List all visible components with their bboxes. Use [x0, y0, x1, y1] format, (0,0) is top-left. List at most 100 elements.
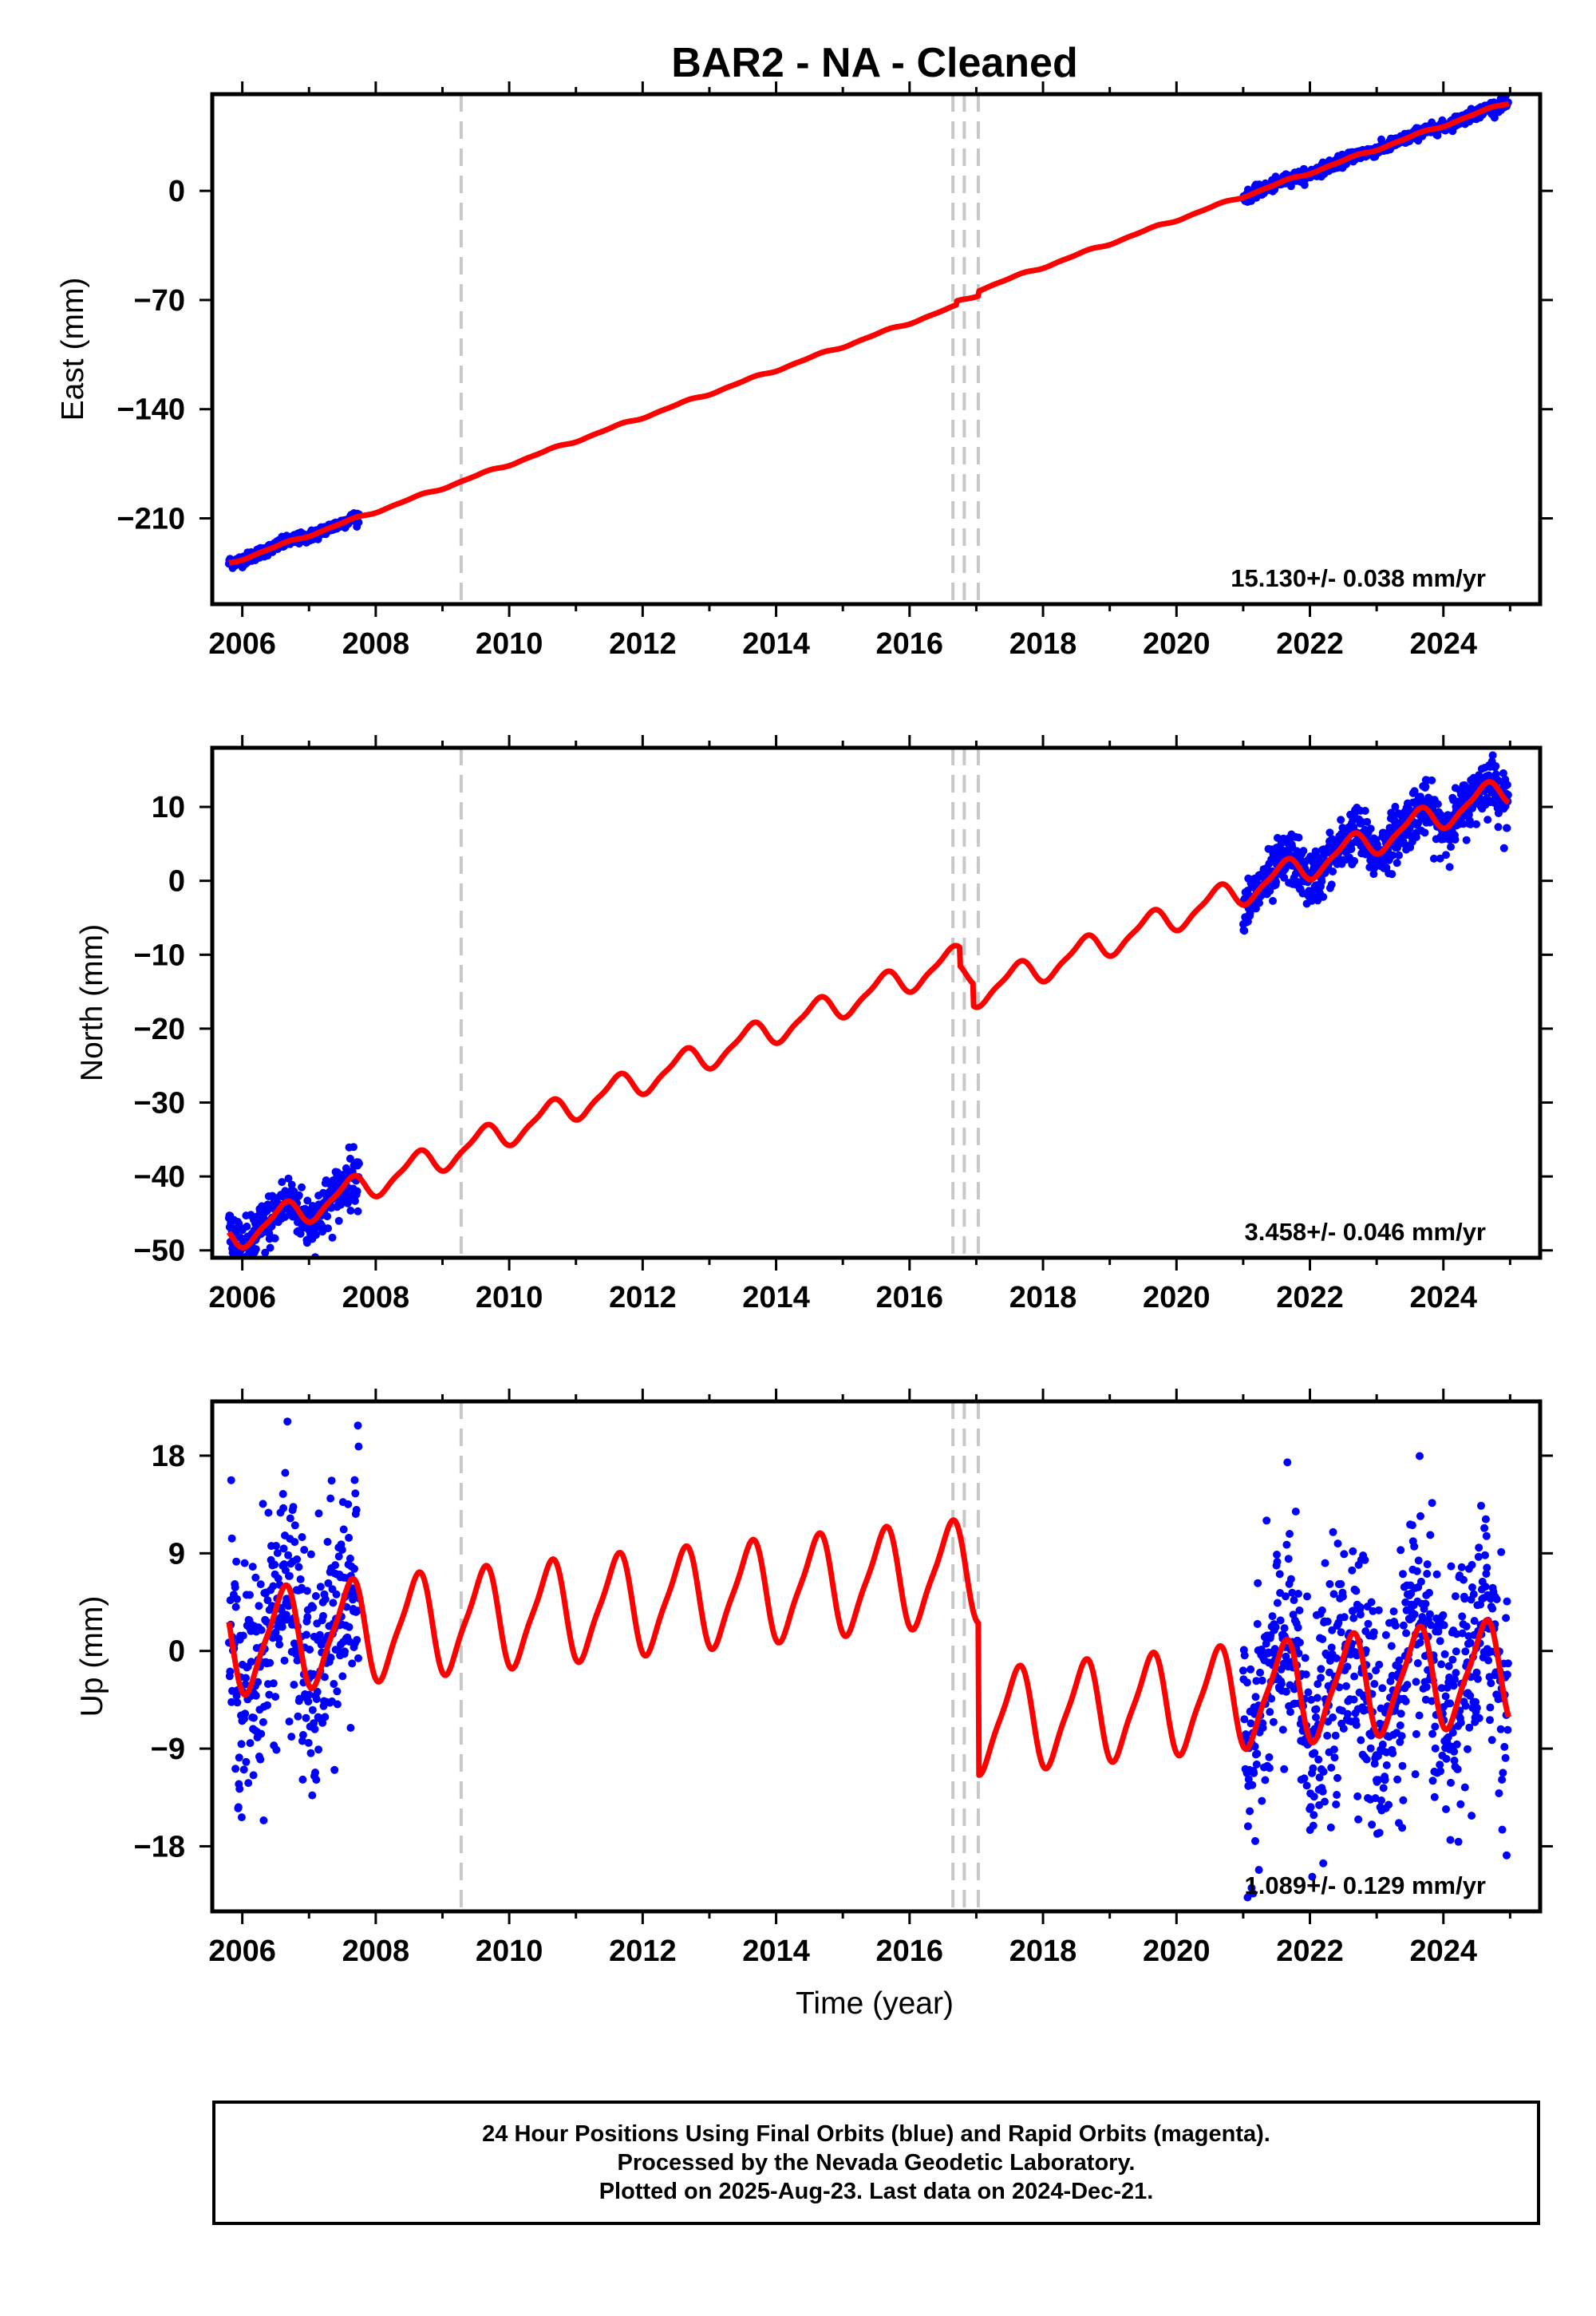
up-data-point — [1301, 1654, 1310, 1662]
up-data-point — [1338, 1592, 1347, 1601]
up-data-point — [246, 1591, 254, 1599]
east-x-tick-label: 2020 — [1143, 627, 1211, 661]
up-data-point — [315, 1630, 324, 1639]
north-data-point — [261, 1248, 270, 1257]
up-y-tick-label: −9 — [151, 1733, 185, 1766]
north-data-point — [1388, 870, 1396, 879]
north-model-line — [226, 779, 1511, 1251]
up-data-point — [1402, 1629, 1411, 1638]
up-data-point — [1339, 1725, 1348, 1733]
up-data-point — [1461, 1701, 1470, 1710]
up-data-point — [346, 1554, 354, 1563]
up-data-point — [312, 1695, 321, 1703]
up-data-point — [1382, 1761, 1391, 1769]
up-data-point — [1349, 1547, 1357, 1555]
up-data-point — [306, 1646, 314, 1654]
up-data-point — [1282, 1687, 1290, 1696]
up-data-point — [1460, 1783, 1469, 1792]
north-x-tick-label: 2010 — [476, 1281, 543, 1314]
up-data-point — [1398, 1761, 1407, 1770]
up-data-point — [1374, 1776, 1383, 1784]
up-data-point — [1337, 1579, 1345, 1588]
up-data-point — [1375, 1828, 1384, 1837]
up-data-point — [310, 1725, 319, 1733]
north-data-point — [354, 1207, 362, 1215]
up-data-point — [1374, 1606, 1383, 1614]
up-data-point — [241, 1680, 250, 1689]
up-data-point — [1375, 1660, 1384, 1669]
up-data-point — [352, 1505, 361, 1514]
up-data-point — [1330, 1753, 1339, 1762]
east-x-tick-label: 2016 — [876, 627, 944, 661]
up-data-point — [350, 1476, 359, 1484]
up-data-point — [298, 1533, 306, 1541]
up-data-point — [1252, 1760, 1261, 1769]
up-data-point — [1395, 1656, 1404, 1665]
up-data-point — [1501, 1753, 1510, 1762]
up-data-point — [1381, 1630, 1390, 1639]
up-y-axis-label: Up (mm) — [75, 1596, 109, 1717]
up-data-point — [1431, 1744, 1440, 1753]
north-data-point — [1466, 820, 1475, 828]
up-data-point — [1266, 1708, 1274, 1717]
up-data-point — [1318, 1635, 1327, 1643]
up-data-point — [1416, 1512, 1424, 1520]
up-data-point — [237, 1813, 246, 1822]
up-data-point — [1399, 1570, 1407, 1579]
up-data-point — [1337, 1628, 1345, 1637]
up-data-point — [354, 1442, 363, 1451]
up-data-point — [259, 1717, 267, 1726]
up-data-point — [272, 1745, 281, 1754]
up-data-point — [1430, 1792, 1439, 1801]
up-data-point — [1282, 1652, 1290, 1661]
up-data-point — [1452, 1647, 1460, 1656]
up-data-point — [1283, 1458, 1292, 1467]
up-data-point — [272, 1542, 280, 1550]
up-data-point — [1378, 1740, 1387, 1749]
up-data-point — [314, 1509, 323, 1518]
up-data-point — [1447, 1778, 1455, 1787]
east-model-line — [227, 101, 1511, 566]
up-data-point — [1282, 1540, 1291, 1549]
up-data-point — [250, 1713, 258, 1722]
up-data-point — [334, 1552, 343, 1561]
up-data-point — [1370, 1680, 1379, 1688]
up-data-point — [1468, 1583, 1476, 1591]
up-data-point — [1318, 1787, 1327, 1796]
up-data-point — [1329, 1528, 1337, 1536]
up-data-point — [1295, 1606, 1304, 1614]
up-data-point — [227, 1697, 236, 1706]
up-data-point — [1441, 1692, 1450, 1701]
north-plot-area — [224, 748, 1512, 1258]
up-data-point — [281, 1468, 290, 1477]
up-data-point — [1304, 1688, 1313, 1697]
north-data-point — [1472, 820, 1480, 828]
up-data-point — [1492, 1595, 1501, 1603]
north-data-point — [1464, 810, 1473, 819]
north-data-point — [342, 1164, 350, 1172]
up-data-point — [1461, 1647, 1470, 1656]
north-panel: 2006 2008 2010 2012 2014 2016 2018 2020 2022 2024… — [75, 735, 1553, 1314]
up-data-point — [1349, 1695, 1358, 1704]
north-data-point — [1410, 787, 1419, 796]
east-x-tick-label: 2022 — [1276, 627, 1344, 661]
up-data-point — [1368, 1820, 1377, 1829]
north-data-point — [346, 1207, 355, 1215]
east-data-point — [1490, 113, 1499, 122]
up-data-point — [274, 1574, 282, 1583]
north-data-point — [1395, 851, 1403, 860]
up-data-point — [1312, 1705, 1321, 1713]
up-data-point — [349, 1595, 358, 1604]
up-data-point — [333, 1687, 342, 1696]
up-data-point — [1309, 1764, 1317, 1773]
up-data-point — [259, 1500, 267, 1508]
up-data-point — [1431, 1722, 1440, 1731]
north-data-point — [1499, 844, 1508, 852]
east-panel: 2006 2008 2010 2012 2014 2016 2018 2020 2022 2024… — [56, 81, 1553, 661]
up-data-point — [1271, 1622, 1280, 1631]
up-data-point — [1254, 1866, 1263, 1874]
up-data-point — [1416, 1638, 1424, 1647]
up-model-line — [226, 1517, 1512, 1778]
up-data-point — [1251, 1836, 1259, 1845]
east-data-points — [224, 94, 1512, 572]
